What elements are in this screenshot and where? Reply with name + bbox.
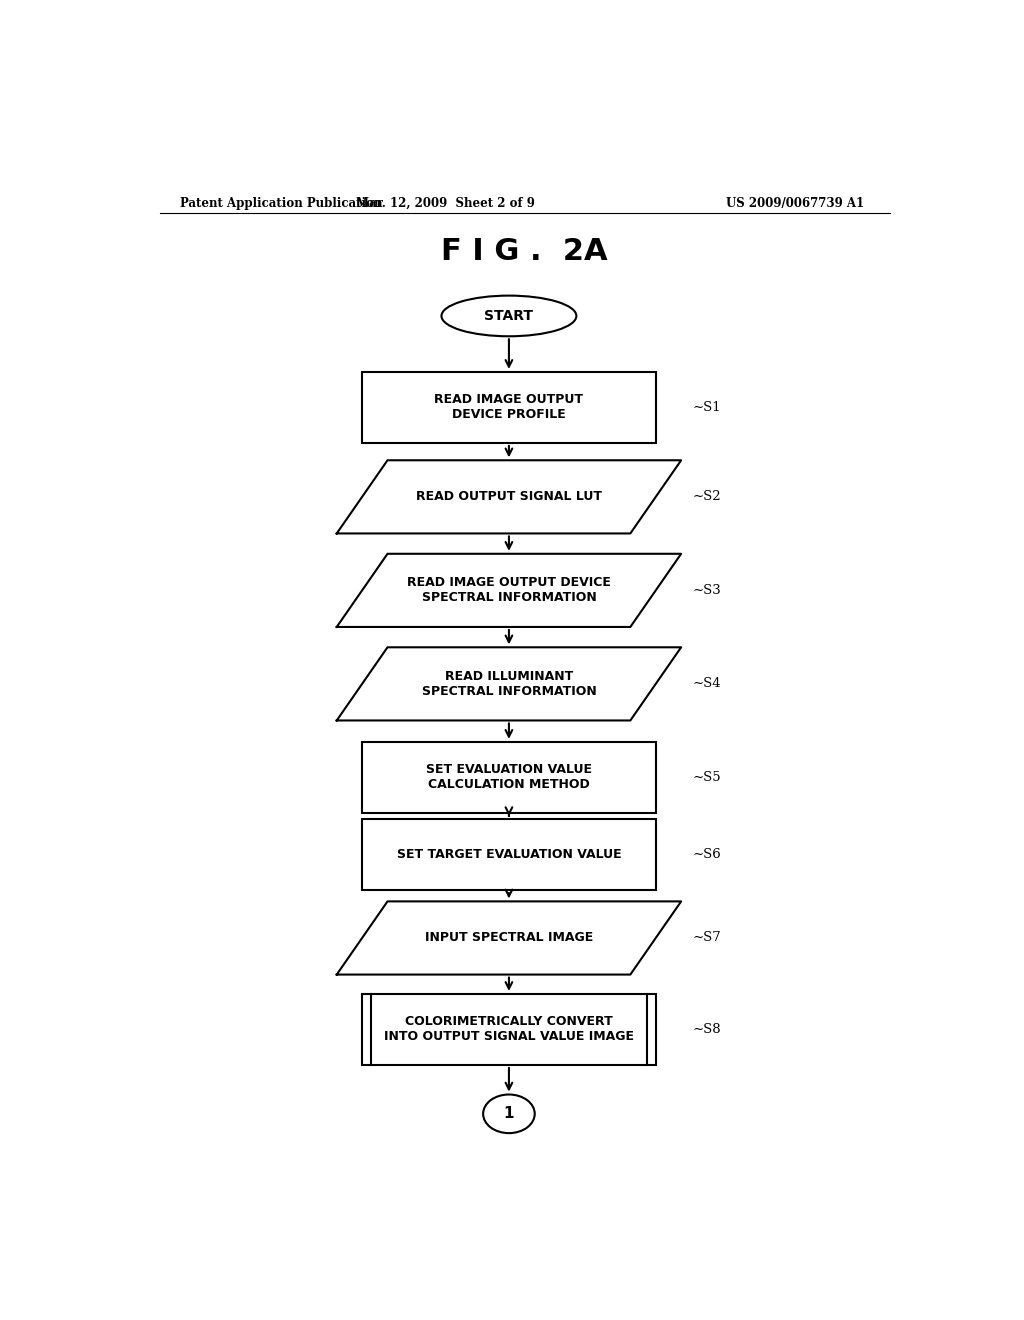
Text: INPUT SPECTRAL IMAGE: INPUT SPECTRAL IMAGE <box>425 932 593 945</box>
Text: ∼S3: ∼S3 <box>693 583 722 597</box>
Text: COLORIMETRICALLY CONVERT
INTO OUTPUT SIGNAL VALUE IMAGE: COLORIMETRICALLY CONVERT INTO OUTPUT SIG… <box>384 1015 634 1043</box>
Text: ∼S2: ∼S2 <box>693 490 722 503</box>
Text: ∼S5: ∼S5 <box>693 771 722 784</box>
Text: 1: 1 <box>504 1106 514 1121</box>
Polygon shape <box>337 461 681 533</box>
FancyBboxPatch shape <box>362 818 655 890</box>
Text: US 2009/0067739 A1: US 2009/0067739 A1 <box>726 197 863 210</box>
Text: ∼S7: ∼S7 <box>693 932 722 945</box>
Text: Mar. 12, 2009  Sheet 2 of 9: Mar. 12, 2009 Sheet 2 of 9 <box>356 197 535 210</box>
Text: READ IMAGE OUTPUT
DEVICE PROFILE: READ IMAGE OUTPUT DEVICE PROFILE <box>434 393 584 421</box>
Text: F I G .  2A: F I G . 2A <box>441 238 608 267</box>
Text: Patent Application Publication: Patent Application Publication <box>179 197 382 210</box>
Text: ∼S1: ∼S1 <box>693 401 722 414</box>
FancyBboxPatch shape <box>362 994 655 1065</box>
Text: READ OUTPUT SIGNAL LUT: READ OUTPUT SIGNAL LUT <box>416 490 602 503</box>
Text: SET TARGET EVALUATION VALUE: SET TARGET EVALUATION VALUE <box>396 849 622 861</box>
Polygon shape <box>337 554 681 627</box>
Ellipse shape <box>441 296 577 337</box>
Text: ∼S8: ∼S8 <box>693 1023 722 1036</box>
Text: READ IMAGE OUTPUT DEVICE
SPECTRAL INFORMATION: READ IMAGE OUTPUT DEVICE SPECTRAL INFORM… <box>407 577 611 605</box>
Polygon shape <box>337 902 681 974</box>
Text: ∼S4: ∼S4 <box>693 677 722 690</box>
Text: READ ILLUMINANT
SPECTRAL INFORMATION: READ ILLUMINANT SPECTRAL INFORMATION <box>422 669 596 698</box>
FancyBboxPatch shape <box>362 742 655 813</box>
Ellipse shape <box>483 1094 535 1133</box>
Text: ∼S6: ∼S6 <box>693 849 722 861</box>
Polygon shape <box>337 647 681 721</box>
FancyBboxPatch shape <box>362 372 655 444</box>
Text: START: START <box>484 309 534 323</box>
Text: SET EVALUATION VALUE
CALCULATION METHOD: SET EVALUATION VALUE CALCULATION METHOD <box>426 763 592 792</box>
